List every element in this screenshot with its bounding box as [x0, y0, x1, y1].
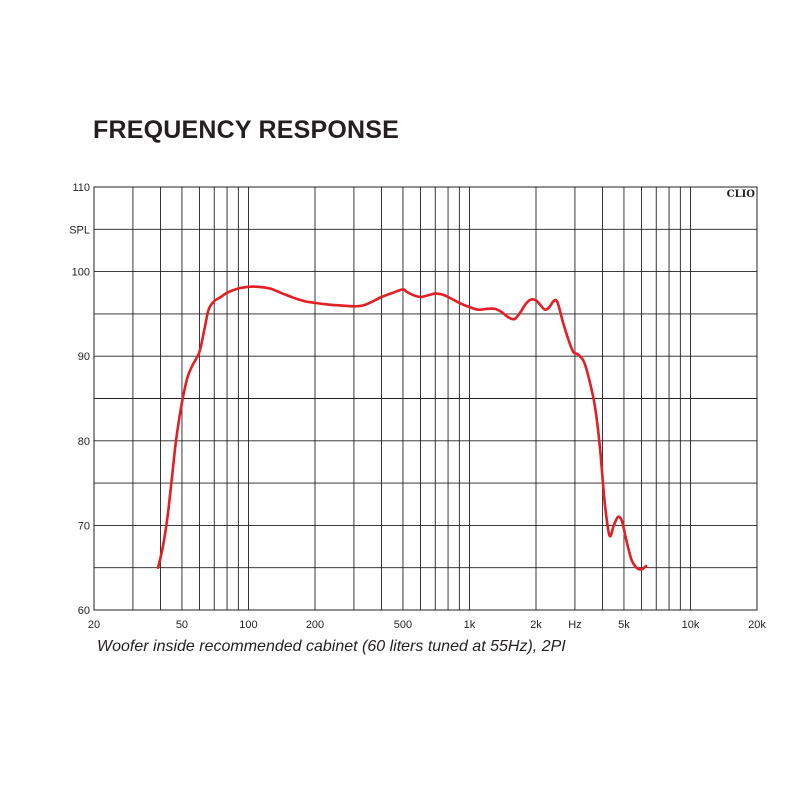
- x-tick-label: 20: [88, 619, 100, 631]
- x-tick-label: 50: [176, 619, 188, 631]
- clio-brand-label: CLIO: [727, 189, 756, 200]
- x-tick-label: 100: [239, 619, 257, 631]
- y-tick-label: 110: [72, 182, 90, 194]
- chart-caption: Woofer inside recommended cabinet (60 li…: [97, 638, 566, 655]
- chart-title: FREQUENCY RESPONSE: [93, 116, 399, 144]
- x-tick-label: 1k: [464, 619, 476, 631]
- x-tick-label: 5k: [618, 619, 630, 631]
- y-tick-label: 60: [78, 605, 90, 617]
- grid: [94, 187, 757, 610]
- y-tick-label: 90: [78, 351, 90, 363]
- plot-frame: [93, 186, 758, 611]
- x-tick-label: 10k: [682, 619, 700, 631]
- x-tick-label: 2k: [530, 619, 542, 631]
- x-tick-label: Hz: [568, 619, 581, 631]
- x-tick-labels: 20 50 100 200 500 1k 2k Hz 5k 10k 20k: [88, 619, 766, 631]
- y-tick-label: SPL: [69, 224, 90, 236]
- x-tick-label: 200: [306, 619, 324, 631]
- y-tick-label: 80: [78, 436, 90, 448]
- x-tick-label: 20k: [748, 619, 766, 631]
- response-curve: [156, 285, 648, 571]
- x-tick-label: 500: [394, 619, 412, 631]
- y-tick-labels: 110 SPL 100 90 80 70 60: [69, 182, 90, 617]
- y-tick-label: 70: [78, 520, 90, 532]
- y-tick-label: 100: [72, 267, 90, 279]
